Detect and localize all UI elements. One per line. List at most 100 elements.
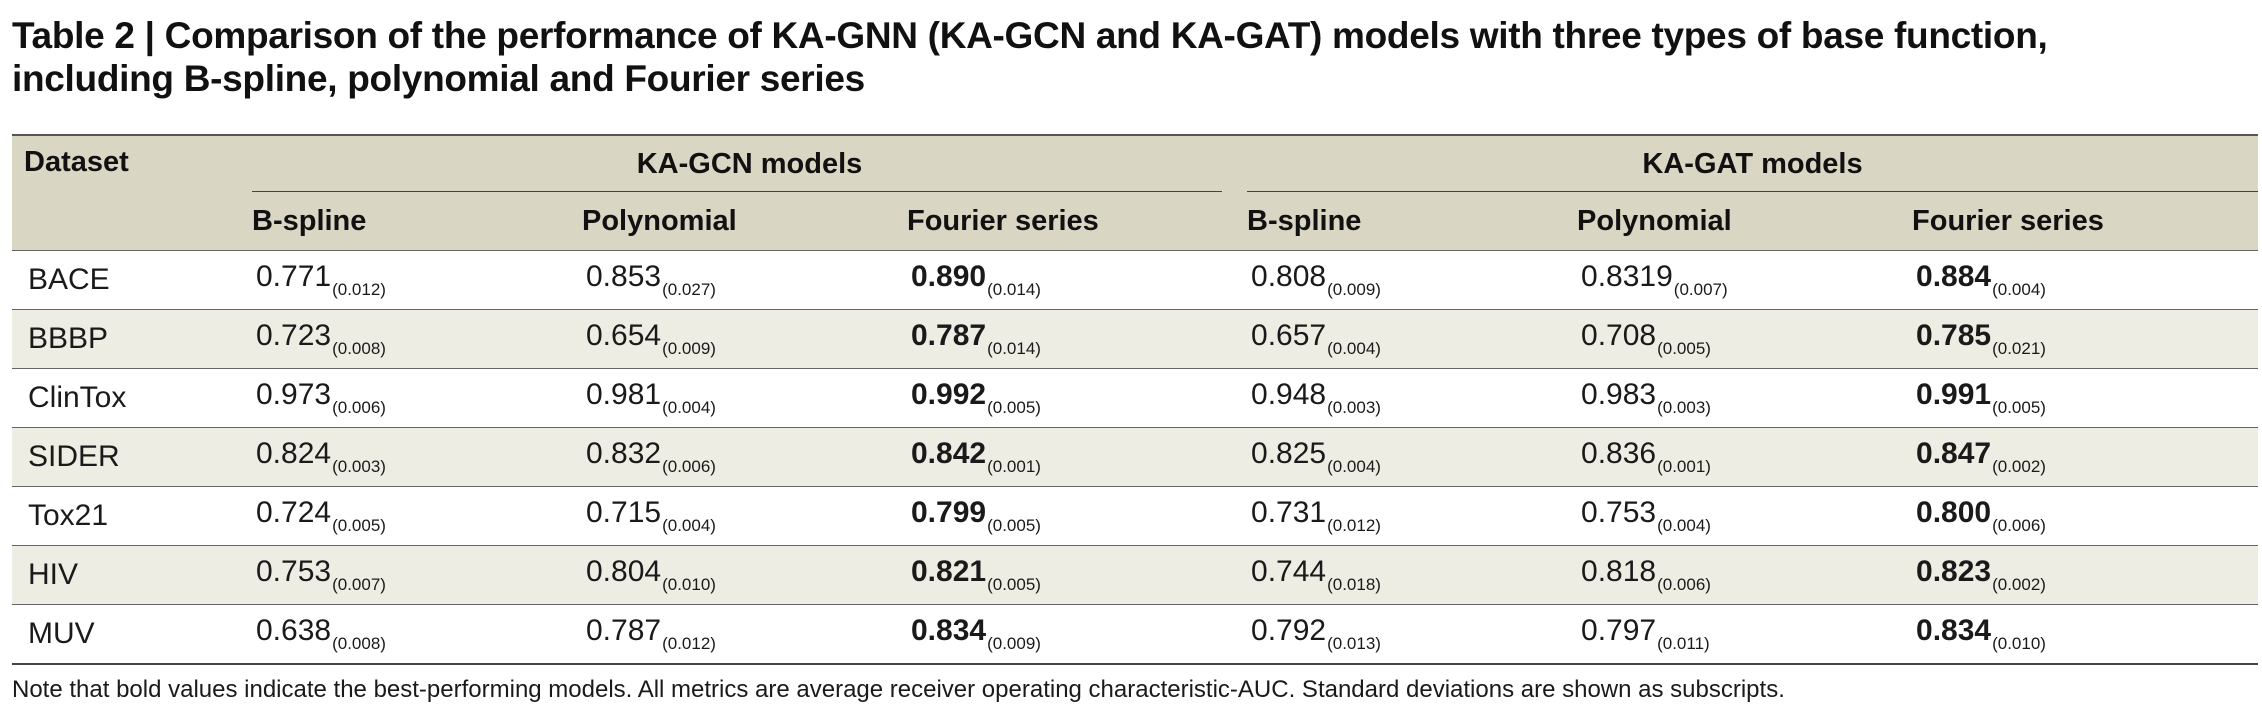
column-header-gcn-polynomial: Polynomial: [582, 192, 907, 251]
metric-cell: 0.847(0.002): [1912, 427, 2259, 487]
std-dev-subscript: (0.027): [662, 280, 716, 299]
std-dev-subscript: (0.009): [662, 339, 716, 358]
dataset-cell: BBBP: [12, 309, 252, 369]
std-dev-subscript: (0.006): [332, 398, 386, 417]
metric-cell: 0.8319(0.007): [1577, 250, 1913, 310]
best-auc-value: 0.785: [1916, 319, 1992, 352]
metric-cell: 0.731(0.012): [1247, 486, 1578, 546]
table-footnote: Note that bold values indicate the best-…: [12, 676, 1785, 703]
std-dev-subscript: (0.004): [662, 398, 716, 417]
std-dev-subscript: (0.004): [1327, 457, 1381, 476]
metric-cell: 0.792(0.013): [1247, 604, 1578, 665]
best-auc-value: 0.799: [911, 496, 987, 529]
auc-value: 0.723: [256, 319, 332, 352]
auc-value: 0.973: [256, 378, 332, 411]
results-table: Dataset KA-GCN models KA-GAT models B-sp…: [12, 134, 2259, 665]
std-dev-subscript: (0.002): [1992, 575, 2046, 594]
dataset-cell: ClinTox: [12, 368, 252, 428]
metric-cell: 0.992(0.005): [907, 368, 1248, 428]
group-label-ka-gcn: KA-GCN models: [636, 147, 863, 180]
metric-cell: 0.797(0.011): [1577, 604, 1913, 665]
metric-cell: 0.787(0.014): [907, 309, 1248, 369]
table-row: MUV 0.638(0.008) 0.787(0.012) 0.834(0.009) 0…: [12, 604, 2259, 665]
metric-cell: 0.708(0.005): [1577, 309, 1913, 369]
best-auc-value: 0.884: [1916, 260, 1992, 293]
auc-value: 0.792: [1251, 614, 1327, 647]
std-dev-subscript: (0.021): [1992, 339, 2046, 358]
auc-value: 0.808: [1251, 260, 1327, 293]
best-auc-value: 0.834: [1916, 614, 1992, 647]
std-dev-subscript: (0.003): [1657, 398, 1711, 417]
auc-value: 0.715: [586, 496, 662, 529]
auc-value: 0.731: [1251, 496, 1327, 529]
table-label: Table 2 |: [12, 15, 155, 56]
std-dev-subscript: (0.012): [332, 280, 386, 299]
std-dev-subscript: (0.010): [662, 575, 716, 594]
metric-cell: 0.983(0.003): [1577, 368, 1913, 428]
dataset-cell: SIDER: [12, 427, 252, 487]
table-row: HIV 0.753(0.007) 0.804(0.010) 0.821(0.005) 0…: [12, 545, 2259, 605]
group-header-ka-gat: KA-GAT models: [1247, 135, 2259, 192]
metric-cell: 0.884(0.004): [1912, 250, 2259, 310]
table-row: ClinTox 0.973(0.006) 0.981(0.004) 0.992(0.0…: [12, 368, 2259, 428]
auc-value: 0.948: [1251, 378, 1327, 411]
auc-value: 0.981: [586, 378, 662, 411]
best-auc-value: 0.787: [911, 319, 987, 352]
auc-value: 0.787: [586, 614, 662, 647]
best-auc-value: 0.890: [911, 260, 987, 293]
table-body: BACE 0.771(0.012) 0.853(0.027) 0.890(0.014)…: [12, 250, 2259, 665]
std-dev-subscript: (0.003): [1327, 398, 1381, 417]
best-auc-value: 0.991: [1916, 378, 1992, 411]
table-caption: Table 2 | Comparison of the performance …: [12, 14, 2212, 100]
column-header-gcn-bspline: B-spline: [252, 192, 582, 251]
dataset-column-header: Dataset: [12, 135, 252, 251]
auc-value: 0.818: [1581, 555, 1657, 588]
std-dev-subscript: (0.001): [987, 457, 1041, 476]
metric-cell: 0.832(0.006): [582, 427, 907, 487]
metric-cell: 0.638(0.008): [252, 604, 582, 665]
auc-value: 0.654: [586, 319, 662, 352]
column-header-gcn-fourier: Fourier series: [907, 192, 1248, 251]
metric-cell: 0.834(0.009): [907, 604, 1248, 665]
table-row: BACE 0.771(0.012) 0.853(0.027) 0.890(0.014)…: [12, 250, 2259, 310]
table-title: Comparison of the performance of KA-GNN …: [12, 15, 2048, 99]
table-row: Tox21 0.724(0.005) 0.715(0.004) 0.799(0.005…: [12, 486, 2259, 546]
auc-value: 0.638: [256, 614, 332, 647]
metric-cell: 0.824(0.003): [252, 427, 582, 487]
metric-cell: 0.753(0.004): [1577, 486, 1913, 546]
metric-cell: 0.821(0.005): [907, 545, 1248, 605]
group-rule-ka-gcn: [252, 191, 1223, 192]
auc-value: 0.804: [586, 555, 662, 588]
best-auc-value: 0.834: [911, 614, 987, 647]
auc-value: 0.753: [1581, 496, 1657, 529]
metric-cell: 0.836(0.001): [1577, 427, 1913, 487]
auc-value: 0.825: [1251, 437, 1327, 470]
std-dev-subscript: (0.007): [1673, 280, 1728, 299]
auc-value: 0.8319: [1581, 260, 1673, 293]
metric-cell: 0.715(0.004): [582, 486, 907, 546]
std-dev-subscript: (0.008): [332, 339, 386, 358]
column-header-gat-polynomial: Polynomial: [1577, 192, 1913, 251]
std-dev-subscript: (0.004): [1327, 339, 1381, 358]
auc-value: 0.824: [256, 437, 332, 470]
metric-cell: 0.724(0.005): [252, 486, 582, 546]
metric-cell: 0.948(0.003): [1247, 368, 1578, 428]
metric-cell: 0.834(0.010): [1912, 604, 2259, 665]
std-dev-subscript: (0.012): [1327, 516, 1381, 535]
auc-value: 0.853: [586, 260, 662, 293]
std-dev-subscript: (0.002): [1992, 457, 2046, 476]
header-row-groups: Dataset KA-GCN models KA-GAT models: [12, 135, 2259, 251]
metric-cell: 0.744(0.018): [1247, 545, 1578, 605]
metric-cell: 0.657(0.004): [1247, 309, 1578, 369]
best-auc-value: 0.823: [1916, 555, 1992, 588]
metric-cell: 0.853(0.027): [582, 250, 907, 310]
std-dev-subscript: (0.018): [1327, 575, 1381, 594]
metric-cell: 0.973(0.006): [252, 368, 582, 428]
std-dev-subscript: (0.013): [1327, 634, 1381, 653]
auc-value: 0.708: [1581, 319, 1657, 352]
auc-value: 0.771: [256, 260, 332, 293]
dataset-cell: HIV: [12, 545, 252, 605]
std-dev-subscript: (0.005): [332, 516, 386, 535]
best-auc-value: 0.800: [1916, 496, 1992, 529]
